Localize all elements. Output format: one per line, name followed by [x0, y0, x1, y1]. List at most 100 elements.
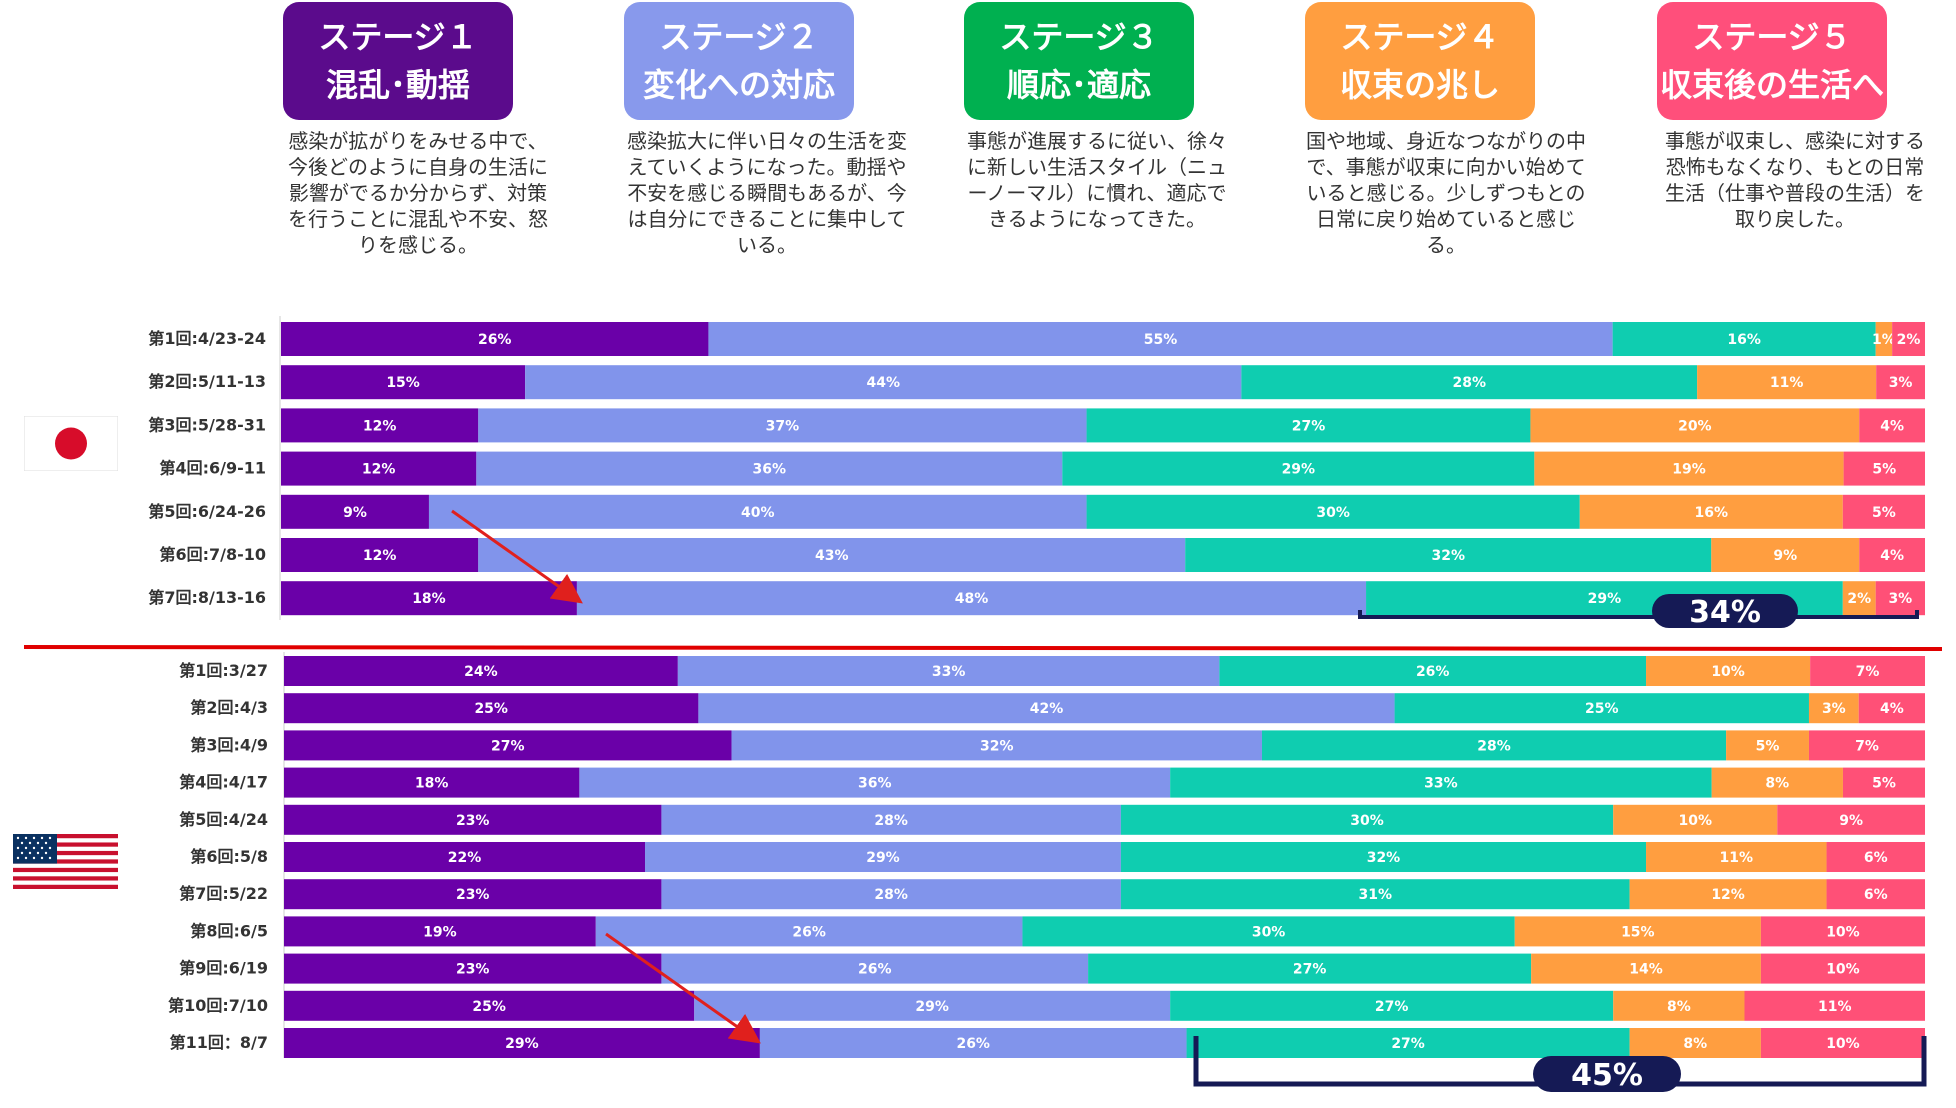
row-label: 第4回:6/9-11 [159, 459, 266, 478]
data-label: 10% [1711, 664, 1745, 680]
data-label: 19% [1672, 462, 1706, 478]
data-label: 5% [1872, 505, 1896, 521]
data-label: 42% [1030, 701, 1064, 717]
bar-segment [1826, 879, 1925, 910]
bar-segment [1892, 322, 1925, 356]
data-label: 8% [1683, 1036, 1707, 1052]
data-label: 3% [1889, 375, 1913, 391]
bar-segment [478, 538, 1186, 572]
bar-segment [1022, 916, 1515, 947]
bar-segment [284, 656, 678, 686]
bar-segment [661, 879, 1121, 910]
row-label: 第6回:5/8 [190, 847, 268, 866]
bar-segment [281, 408, 479, 443]
data-label: 27% [1292, 418, 1326, 434]
japan-callout-label: 34% [1689, 595, 1761, 630]
data-label: 33% [1424, 776, 1458, 792]
bar-segment [1514, 916, 1761, 947]
bar-segment [1394, 693, 1809, 724]
bar-segment [1808, 730, 1925, 761]
data-label: 9% [1839, 813, 1863, 829]
data-label: 20% [1678, 418, 1712, 434]
stage-3-subtitle: 順応･適応 [1006, 66, 1151, 104]
stage-1-description: 感染が拡がりをみせる中で、今後どのように自身の生活に影響がでるか分からず、対策を… [288, 129, 548, 257]
bar-segment [525, 365, 1242, 400]
bar-segment [281, 451, 477, 486]
data-label: 25% [1585, 701, 1619, 717]
bar-segment [694, 990, 1171, 1021]
data-label: 31% [1359, 887, 1393, 903]
bar-segment [1088, 953, 1532, 984]
stage-4-title: ステージ４ [1340, 18, 1500, 56]
row-label: 第11回：8/7 [170, 1033, 268, 1052]
data-label: 30% [1350, 813, 1384, 829]
data-label: 24% [464, 664, 498, 680]
bar-segment [1261, 730, 1727, 761]
bar-segment [1086, 408, 1531, 443]
bar-segment [284, 1028, 760, 1058]
data-label: 3% [1888, 591, 1912, 607]
bar-segment [1170, 767, 1712, 798]
bar-segment [284, 804, 662, 835]
bar-segment [1760, 1028, 1925, 1058]
bar-segment [677, 656, 1220, 686]
data-label: 8% [1667, 999, 1691, 1015]
data-label: 28% [1477, 738, 1511, 754]
data-label: 18% [412, 591, 446, 607]
data-label: 5% [1872, 776, 1896, 792]
bar-segment [284, 953, 662, 984]
stage-5-title: ステージ５ [1692, 18, 1852, 56]
data-label: 18% [415, 776, 449, 792]
stage-4-subtitle: 収束の兆し [1339, 66, 1500, 104]
bar-segment [281, 365, 526, 400]
data-label: 55% [1144, 332, 1178, 348]
bar-segment [1629, 1028, 1761, 1058]
stage-5-box: ステージ５ 収束後の生活へ [1657, 2, 1887, 120]
data-label: 12% [1711, 887, 1745, 903]
bar-segment [1120, 842, 1647, 872]
row-label: 第6回:7/8-10 [159, 545, 266, 564]
usa-callout-label: 45% [1571, 1058, 1643, 1093]
row-label: 第1回:4/23-24 [148, 329, 266, 348]
bar-segment [645, 842, 1121, 872]
stage-3-description: 事態が進展するに従い、徐々に新しい生活スタイル（ニューノーマル）に慣れ、適応でき… [967, 129, 1227, 231]
japan-trend-arrow [451, 509, 583, 604]
usa-callout-pill [1533, 1056, 1681, 1092]
data-label: 27% [1293, 962, 1327, 978]
data-label: 2% [1847, 591, 1871, 607]
data-label: 44% [866, 375, 900, 391]
data-label: 25% [474, 701, 508, 717]
bar-segment [1858, 693, 1925, 724]
stage-1-title: ステージ１ [318, 18, 478, 56]
bar-segment [1531, 953, 1761, 984]
japan-callout-pill [1652, 594, 1798, 628]
data-label: 10% [1679, 813, 1713, 829]
bar-segment [1843, 451, 1925, 486]
data-label: 3% [1822, 701, 1846, 717]
data-label: 15% [386, 375, 420, 391]
bar-segment [1711, 538, 1860, 572]
row-label: 第2回:4/3 [190, 698, 268, 717]
bar-segment [284, 730, 732, 761]
bar-segment [1726, 730, 1809, 761]
stage-5-subtitle: 収束後の生活へ [1659, 66, 1884, 104]
data-label: 27% [491, 738, 525, 754]
stage-4-description: 国や地域、身近なつながりの中で、事態が収束に向かい始めていると感じる。少しずつも… [1306, 129, 1586, 257]
data-label: 26% [858, 962, 892, 978]
stage-1-subtitle: 混乱･動揺 [325, 66, 470, 104]
data-label: 1% [1872, 332, 1896, 348]
row-label: 第5回:4/24 [179, 810, 268, 829]
bar-segment [661, 953, 1089, 984]
data-label: 26% [478, 332, 512, 348]
japan-flag-icon [24, 416, 118, 471]
bar-segment [281, 322, 709, 356]
row-label: 第7回:5/22 [179, 884, 268, 903]
bar-segment [1875, 322, 1893, 356]
bar-segment [1534, 451, 1844, 486]
bar-segment [1241, 365, 1698, 400]
data-label: 19% [423, 924, 457, 940]
data-label: 43% [815, 548, 849, 564]
data-label: 9% [1773, 548, 1797, 564]
bar-segment [1876, 365, 1925, 400]
usa-flag-icon [13, 834, 118, 889]
